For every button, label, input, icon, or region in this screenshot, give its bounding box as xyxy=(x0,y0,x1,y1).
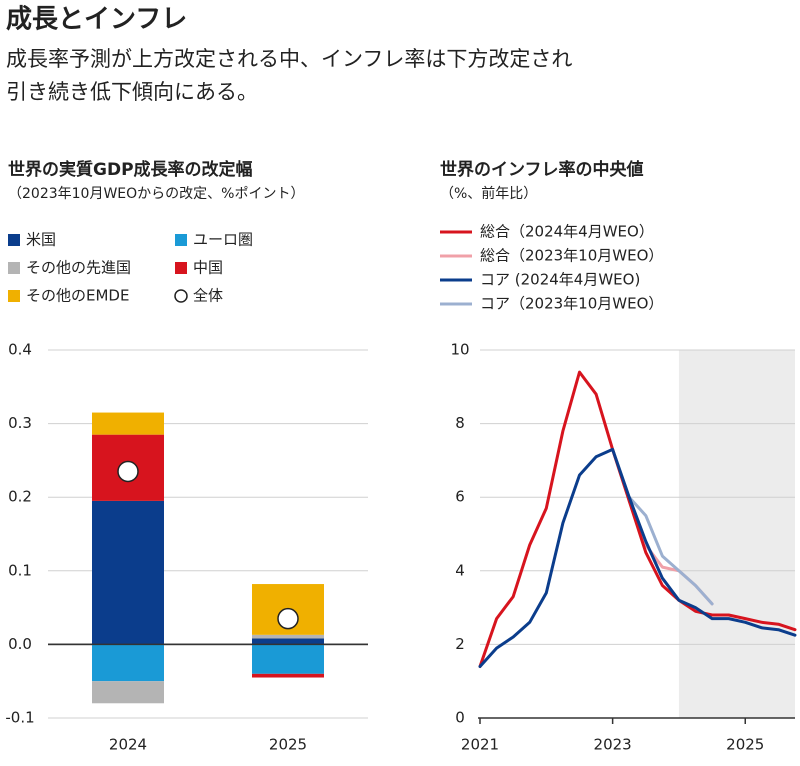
legend-label: 米国 xyxy=(26,231,56,249)
legend-swatch xyxy=(8,234,20,246)
y-tick-label: 8 xyxy=(455,414,465,432)
subtitle: 成長率予測が上方改定される中、インフレ率は下方改定され xyxy=(6,47,572,71)
forecast-shade xyxy=(678,350,795,718)
y-tick-label: 0.2 xyxy=(8,488,32,506)
bar-segment xyxy=(252,673,324,678)
subtitle: 引き続き低下傾向にある。 xyxy=(6,80,258,104)
y-tick-label: -0.1 xyxy=(5,709,34,727)
chart-subtitle: （%、前年比） xyxy=(440,185,537,202)
y-tick-label: 0.0 xyxy=(8,635,32,653)
x-tick-label: 2023 xyxy=(594,736,632,754)
legend-label: コア（2023年10月WEO） xyxy=(480,295,663,313)
bar-segment xyxy=(252,644,324,674)
legend-label: 中国 xyxy=(193,259,223,277)
y-tick-label: 0.4 xyxy=(8,341,32,359)
chart-subtitle: （2023年10月WEOからの改定、%ポイント） xyxy=(8,186,304,202)
y-tick-label: 0 xyxy=(455,709,465,727)
legend-label: その他の先進国 xyxy=(26,259,131,277)
bar-segment xyxy=(92,500,164,645)
legend-label: 総合（2024年4月WEO） xyxy=(480,223,654,241)
bar-segment xyxy=(92,644,164,682)
bar-segment xyxy=(252,634,324,639)
series-line xyxy=(627,495,714,606)
x-tick-label: 2021 xyxy=(461,736,499,754)
chart-title: 世界の実質GDP成長率の改定幅 xyxy=(8,159,253,180)
x-tick-label: 2025 xyxy=(726,736,764,754)
total-marker xyxy=(277,607,299,630)
legend-marker xyxy=(174,289,188,303)
y-tick-label: 0.3 xyxy=(8,414,32,432)
chart-title: 世界のインフレ率の中央値 xyxy=(440,159,644,180)
legend-label: 総合（2023年10月WEO） xyxy=(480,247,663,265)
legend-label: 全体 xyxy=(193,287,223,305)
y-tick-label: 10 xyxy=(450,341,469,359)
legend-swatch xyxy=(175,262,187,274)
legend-swatch xyxy=(8,262,20,274)
x-tick-label: 2024 xyxy=(109,736,147,754)
series-line xyxy=(478,447,797,668)
legend-label: その他のEMDE xyxy=(26,287,129,305)
y-tick-label: 4 xyxy=(455,561,465,579)
bar-segment xyxy=(92,412,164,435)
legend-label: コア (2024年4月WEO) xyxy=(480,271,640,289)
x-tick-label: 2025 xyxy=(269,736,307,754)
series-line xyxy=(478,370,797,668)
y-tick-label: 6 xyxy=(455,488,465,506)
y-tick-label: 0.1 xyxy=(8,561,32,579)
legend-swatch xyxy=(8,290,20,302)
bar-segment xyxy=(252,638,324,645)
title: 成長とインフレ xyxy=(6,5,187,35)
legend-swatch xyxy=(175,234,187,246)
y-tick-label: 2 xyxy=(455,635,465,653)
legend-label: ユーロ圏 xyxy=(193,231,253,249)
total-marker xyxy=(117,460,139,483)
bar-segment xyxy=(92,681,164,704)
